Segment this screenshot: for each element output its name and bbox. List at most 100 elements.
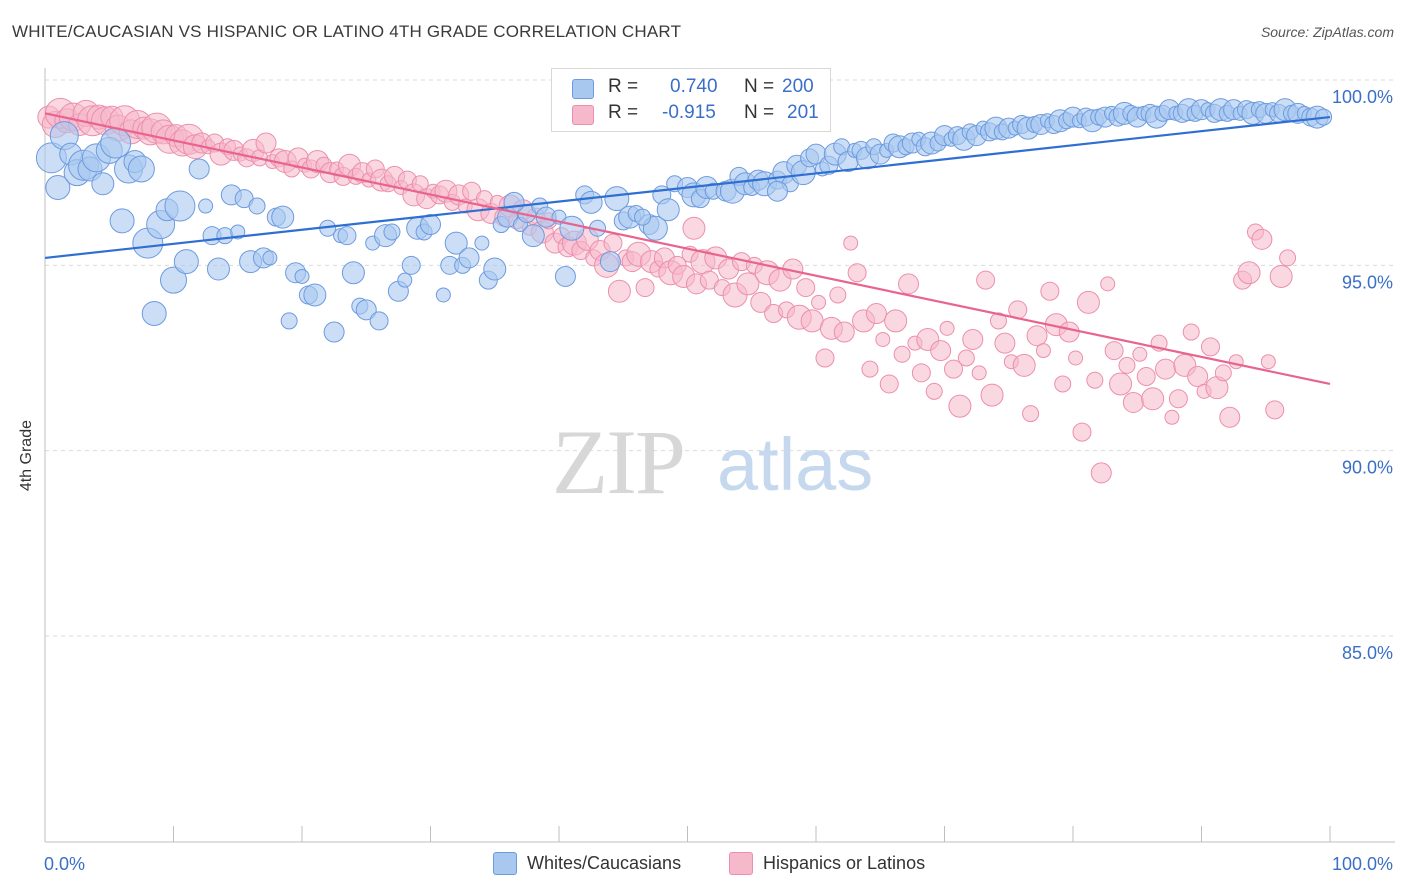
hispanic-point [962, 328, 984, 350]
white-point [141, 301, 167, 327]
white-points [35, 98, 1333, 343]
hispanic-point [829, 286, 847, 304]
hispanic-point [1168, 389, 1188, 409]
hispanic-point [607, 279, 631, 303]
hispanic-point [1200, 337, 1220, 357]
hispanic-point [1040, 281, 1060, 301]
white-point [91, 172, 115, 196]
hispanic-point [884, 309, 908, 333]
white-point [341, 261, 365, 285]
n-label: N = [744, 102, 775, 123]
white-point [474, 235, 490, 251]
white-point [559, 215, 585, 241]
white-point [401, 255, 421, 275]
hispanic-point [1054, 375, 1072, 393]
hispanic-point [796, 278, 816, 298]
hispanic-point [1086, 371, 1104, 389]
hispanic-point [971, 365, 987, 381]
hispanic-point [948, 394, 972, 418]
n-label: N = [744, 76, 775, 97]
white-point [656, 198, 680, 222]
white-point [599, 251, 621, 273]
white-point [248, 197, 266, 215]
r-value: -0.915 [662, 102, 716, 123]
white-point [634, 208, 652, 226]
hispanic-point [1164, 409, 1180, 425]
n-value: 200 [782, 76, 814, 97]
hispanic-point [957, 349, 975, 367]
legend-swatch-white [572, 79, 594, 99]
hispanic-point [1136, 367, 1156, 387]
hispanic-point [1237, 261, 1261, 285]
hispanic-point [1076, 290, 1100, 314]
hispanic-point [843, 235, 859, 251]
white-point [198, 198, 214, 214]
hispanic-point [994, 332, 1016, 354]
hispanic-point [1182, 323, 1200, 341]
legend-label-white: Whites/Caucasians [527, 853, 682, 873]
x-tick-label: 100.0% [1332, 854, 1393, 874]
hispanic-point [635, 278, 655, 298]
hispanic-point [1109, 372, 1133, 396]
white-point [100, 127, 132, 159]
n-value: 201 [787, 102, 819, 123]
hispanic-point [893, 345, 911, 363]
legend-label-hispanic: Hispanics or Latinos [763, 853, 926, 873]
legend-swatch-white [493, 852, 517, 875]
hispanic-point [1026, 325, 1048, 347]
hispanic-point [1104, 341, 1124, 361]
hispanic-point [847, 263, 867, 283]
hispanic-point [1118, 356, 1136, 374]
hispanic-point [1122, 391, 1144, 413]
white-point [503, 191, 525, 213]
hispanic-point [943, 359, 963, 379]
hispanic-point [1187, 366, 1209, 388]
x-axis [44, 68, 1395, 843]
hispanic-point [815, 348, 835, 368]
white-point [127, 155, 155, 183]
white-point [355, 299, 377, 321]
legend-swatch-hispanic [729, 852, 753, 875]
white-point [458, 247, 480, 269]
x-tick-labels: 0.0% 100.0% [44, 854, 1393, 874]
hispanic-point [682, 216, 706, 240]
white-point [483, 257, 507, 281]
hispanic-point [1279, 249, 1297, 267]
white-point [323, 321, 345, 343]
hispanic-point [1155, 358, 1177, 380]
hispanic-point [925, 382, 943, 400]
white-point [294, 268, 310, 284]
watermark-zip: ZIP [552, 411, 684, 513]
white-point [173, 249, 199, 275]
white-point [271, 205, 295, 229]
white-point [206, 257, 230, 281]
white-point [604, 186, 630, 212]
hispanic-point [1228, 354, 1244, 370]
white-point [435, 287, 451, 303]
hispanic-point [1214, 364, 1232, 382]
white-point [262, 250, 278, 266]
hispanic-point [976, 270, 996, 290]
hispanic-point [865, 303, 887, 325]
hispanic-point [879, 374, 899, 394]
white-point [188, 158, 210, 180]
white-point [420, 214, 441, 236]
hispanic-point [736, 272, 760, 296]
hispanic-trend-line [44, 112, 1331, 386]
white-point [280, 312, 298, 330]
hispanic-point [750, 291, 772, 313]
hispanic-point [1022, 405, 1040, 423]
hispanic-point [800, 309, 824, 333]
hispanic-point [1068, 350, 1084, 366]
chart-title: WHITE/CAUCASIAN VS HISPANIC OR LATINO 4T… [12, 22, 682, 41]
white-point [160, 266, 187, 294]
white-point [397, 272, 413, 288]
white-point [766, 180, 788, 202]
hispanic-point [1100, 276, 1116, 292]
hispanic-point [1265, 400, 1285, 420]
hispanic-point [911, 363, 931, 383]
y-tick-label: 100.0% [1332, 87, 1393, 107]
white-point [109, 208, 135, 234]
hispanic-point [1260, 354, 1276, 370]
